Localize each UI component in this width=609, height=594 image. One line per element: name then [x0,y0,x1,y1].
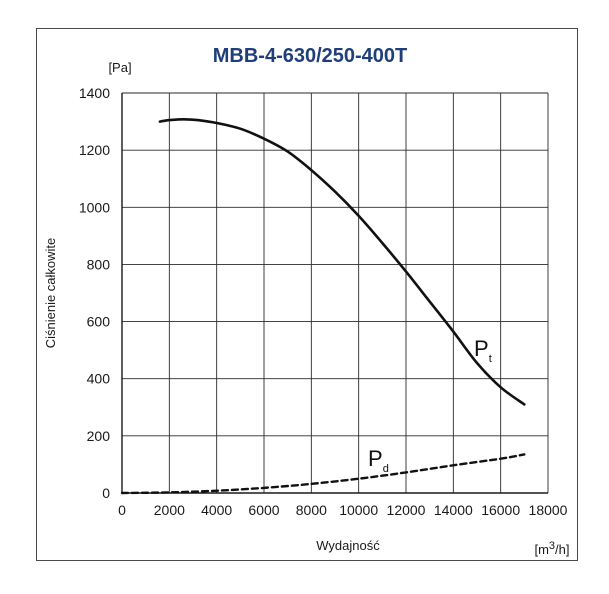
x-unit-suffix: /h] [555,542,569,557]
series-label-sub: t [489,353,492,365]
x-tick-label: 0 [118,502,126,518]
tick-labels: 0 2000 4000 6000 8000 10000 12000 14000 16000 180… [79,85,568,518]
series-label-main: P [474,336,489,361]
x-tick-label: 10000 [339,502,378,518]
y-tick-label: 200 [87,428,111,444]
x-tick-label: 12000 [387,502,426,518]
series-label-sub: d [383,463,389,475]
x-tick-label: 14000 [434,502,473,518]
x-tick-label: 18000 [529,502,568,518]
x-unit-prefix: [m [534,542,548,557]
x-tick-label: 2000 [154,502,185,518]
series-label-pt: Pt [474,336,492,365]
x-tick-label: 16000 [481,502,520,518]
y-tick-label: 600 [87,314,111,330]
x-axis-unit: [m3/h] [534,540,569,557]
y-tick-label: 0 [102,485,110,501]
x-unit-superscript: 3 [549,540,555,552]
y-tick-label: 1400 [79,85,110,101]
y-tick-label: 800 [87,256,111,272]
chart-title: MBB-4-630/250-400T [213,45,408,67]
series-label-pd: Pd [368,446,389,475]
y-tick-label: 400 [87,371,111,387]
x-tick-label: 6000 [248,502,279,518]
y-tick-label: 1200 [79,142,110,158]
x-axis-label: Wydajność [316,538,380,553]
y-axis-unit: [Pa] [108,60,131,75]
y-axis-label: Ciśnienie całkowite [43,238,58,349]
plot-area [120,117,526,495]
y-tick-label: 1000 [79,199,110,215]
grid [121,92,549,494]
series-line-pt [158,117,526,406]
x-tick-label: 8000 [296,502,327,518]
series-label-main: P [368,446,383,471]
chart-frame [36,28,578,561]
x-tick-label: 4000 [201,502,232,518]
series-line-pd [120,453,526,495]
